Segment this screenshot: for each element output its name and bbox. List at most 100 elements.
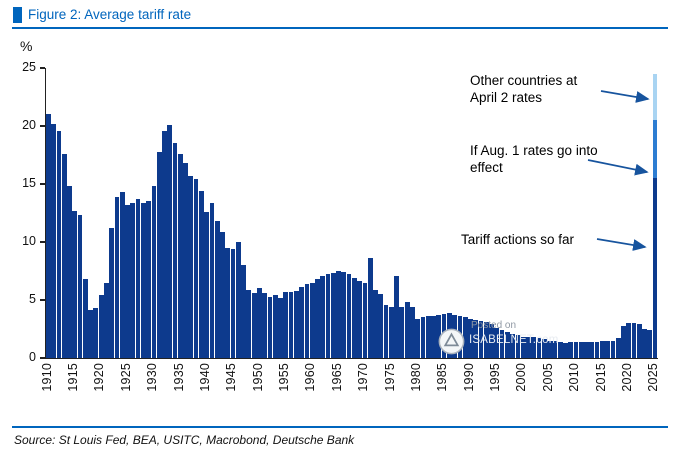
bar-1961 <box>315 279 320 358</box>
bar-2015 <box>599 340 605 358</box>
bar-1950 <box>257 288 262 358</box>
y-tick-mark-25 <box>40 67 45 69</box>
y-tick-mark-20 <box>40 125 45 127</box>
x-tick-label-1930: 1930 <box>145 363 160 392</box>
bar-1910 <box>46 114 51 358</box>
y-tick-label-0: 0 <box>29 350 36 364</box>
bar-1925 <box>125 204 130 358</box>
bar-1972 <box>373 289 378 358</box>
bar-2000 <box>520 337 526 358</box>
bar-1937 <box>188 175 194 358</box>
bar-2025-segment-2 <box>652 73 658 121</box>
bar-1944 <box>225 247 231 358</box>
bar-1995 <box>494 327 500 358</box>
bar-1942 <box>214 221 220 358</box>
bar-1959 <box>304 283 310 358</box>
bar-1935 <box>177 153 183 358</box>
source-note: Source: St Louis Fed, BEA, USITC, Macrob… <box>14 433 355 447</box>
x-tick-label-1945: 1945 <box>224 363 239 392</box>
watermark-logo-icon <box>438 328 465 355</box>
bar-1952 <box>267 296 273 358</box>
watermark-site: ISABELNET.com <box>469 334 559 346</box>
bar-1940 <box>204 211 210 358</box>
x-tick-label-1915: 1915 <box>66 363 81 392</box>
bar-1965 <box>336 271 341 358</box>
bar-1946 <box>235 242 241 358</box>
bar-1984 <box>436 315 442 358</box>
bar-1930 <box>151 186 157 358</box>
bar-1956 <box>288 291 294 358</box>
bar-2025-segment-0 <box>652 178 658 358</box>
x-axis: 1910 1915 1920 1925 1930 1935 1940 1945 1950 1955… <box>40 361 661 405</box>
bar-1914 <box>67 186 72 358</box>
bar-1973 <box>378 294 384 358</box>
bar-1948 <box>246 289 252 358</box>
bar-2003 <box>536 338 542 358</box>
bar-1916 <box>77 215 83 358</box>
bar-1980 <box>415 318 421 358</box>
y-tick-label-25: 25 <box>22 60 36 74</box>
bar-2009 <box>568 341 574 358</box>
bar-1960 <box>309 282 315 358</box>
bar-1990 <box>468 318 473 358</box>
bar-1992 <box>478 320 484 358</box>
annotation-aug1-rates: If Aug. 1 rates go into effect <box>470 143 598 175</box>
header-accent-square <box>13 7 22 23</box>
header-rule <box>12 27 668 29</box>
bar-1975 <box>388 306 394 358</box>
annotation-other-countries: Other countries at April 2 rates <box>470 73 578 105</box>
bar-1963 <box>325 274 331 358</box>
bar-2012 <box>584 341 589 358</box>
bar-2013 <box>589 341 595 358</box>
bar-1915 <box>72 210 78 358</box>
bar-1936 <box>183 163 188 358</box>
bar-2020 <box>626 323 632 358</box>
bar-2002 <box>531 337 537 358</box>
bar-1979 <box>410 306 415 358</box>
bar-2006 <box>552 340 558 358</box>
bar-2025-segment-1 <box>652 120 658 179</box>
bar-1969 <box>357 281 363 358</box>
bar-1953 <box>272 295 278 358</box>
bar-1949 <box>251 293 257 358</box>
x-tick-label-1950: 1950 <box>250 363 265 392</box>
bar-1929 <box>146 201 151 358</box>
x-tick-label-1960: 1960 <box>303 363 318 392</box>
bar-1977 <box>399 306 405 358</box>
y-tick-label-10: 10 <box>22 234 36 248</box>
bar-2022 <box>636 324 642 358</box>
bar-1955 <box>283 291 289 358</box>
watermark-posted-on: Posted on <box>471 320 517 331</box>
bar-1917 <box>82 279 88 358</box>
bar-1994 <box>489 324 494 358</box>
bar-1932 <box>162 130 167 358</box>
bar-1976 <box>394 275 399 358</box>
y-tick-mark-0 <box>40 357 45 359</box>
bar-1918 <box>88 310 93 358</box>
bar-2017 <box>610 340 616 358</box>
plot-area <box>45 68 658 359</box>
bar-1998 <box>510 333 516 358</box>
bar-2005 <box>547 340 552 358</box>
x-tick-label-1920: 1920 <box>92 363 107 392</box>
bar-1947 <box>241 265 246 358</box>
x-tick-label-2015: 2015 <box>593 363 608 392</box>
bar-1982 <box>425 316 431 358</box>
bar-1945 <box>230 248 236 358</box>
bar-1967 <box>346 274 352 358</box>
bar-2008 <box>563 342 568 358</box>
footer-rule <box>12 426 668 428</box>
x-tick-label-1995: 1995 <box>488 363 503 392</box>
y-tick-mark-5 <box>40 299 45 301</box>
x-tick-label-2020: 2020 <box>619 363 634 392</box>
bar-1962 <box>320 275 326 358</box>
bar-1927 <box>135 199 141 358</box>
bar-1997 <box>505 332 510 358</box>
bar-1924 <box>119 192 125 358</box>
bar-1951 <box>262 293 268 358</box>
x-tick-label-1965: 1965 <box>329 363 344 392</box>
x-tick-label-1925: 1925 <box>118 363 133 392</box>
bar-1981 <box>420 317 426 358</box>
bar-1958 <box>299 287 304 358</box>
